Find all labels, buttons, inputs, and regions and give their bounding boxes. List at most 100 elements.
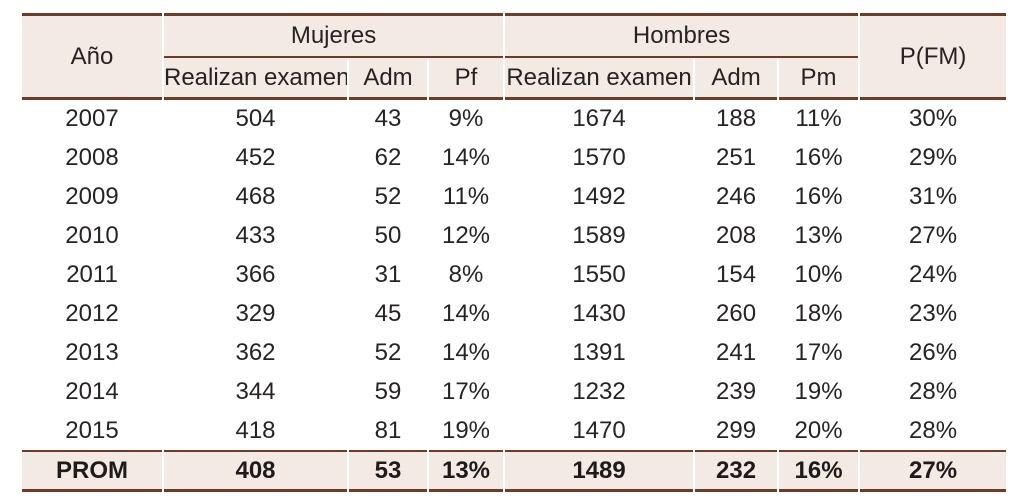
data-cell: 10%	[779, 255, 859, 295]
data-cell: 251	[695, 138, 778, 178]
pfm-column-header: P(FM)	[860, 13, 1007, 100]
data-cell: 62	[349, 138, 427, 178]
data-cell: 45	[349, 294, 427, 334]
subheader-mujeres-realizan: Realizan examen	[164, 58, 347, 100]
data-cell: 8%	[429, 255, 504, 295]
data-cell: 504	[164, 100, 347, 139]
data-cell: 81	[349, 411, 427, 451]
subheader-hombres-realizan: Realizan examen	[505, 58, 694, 100]
data-cell: 52	[349, 333, 427, 373]
subheader-mujeres-pf: Pf	[429, 58, 504, 100]
data-cell: 19%	[429, 411, 504, 451]
table-row: 2011 366 31 8% 1550 154 10% 24%	[22, 255, 1007, 295]
data-cell: 11%	[429, 177, 504, 217]
summary-cell: 408	[164, 450, 347, 493]
table-row: 2012 329 45 14% 1430 260 18% 23%	[22, 294, 1007, 334]
data-cell: 14%	[429, 138, 504, 178]
data-cell: 246	[695, 177, 778, 217]
data-cell: 11%	[779, 100, 859, 139]
table-row: 2013 362 52 14% 1391 241 17% 26%	[22, 333, 1007, 373]
data-cell: 299	[695, 411, 778, 451]
data-cell: 1589	[505, 216, 694, 256]
data-cell: 59	[349, 372, 427, 412]
year-cell: 2008	[22, 138, 162, 178]
summary-label: PROM	[22, 450, 162, 493]
data-cell: 1674	[505, 100, 694, 139]
data-cell: 31%	[860, 177, 1007, 217]
summary-row: PROM 408 53 13% 1489 232 16% 27%	[22, 450, 1007, 493]
data-cell: 468	[164, 177, 347, 217]
data-cell: 9%	[429, 100, 504, 139]
header-group-row: Año Mujeres Hombres P(FM)	[22, 13, 1007, 100]
data-cell: 1470	[505, 411, 694, 451]
year-cell: 2015	[22, 411, 162, 451]
year-cell: 2011	[22, 255, 162, 295]
data-cell: 17%	[779, 333, 859, 373]
group-header-hombres: Hombres	[505, 13, 859, 58]
year-cell: 2010	[22, 216, 162, 256]
year-cell: 2013	[22, 333, 162, 373]
data-cell: 208	[695, 216, 778, 256]
summary-cell: 232	[695, 450, 778, 493]
data-cell: 362	[164, 333, 347, 373]
data-cell: 13%	[779, 216, 859, 256]
table-row: 2010 433 50 12% 1589 208 13% 27%	[22, 216, 1007, 256]
data-cell: 329	[164, 294, 347, 334]
data-cell: 239	[695, 372, 778, 412]
summary-cell: 1489	[505, 450, 694, 493]
summary-cell: 53	[349, 450, 427, 493]
data-cell: 16%	[779, 177, 859, 217]
data-cell: 28%	[860, 411, 1007, 451]
data-cell: 16%	[779, 138, 859, 178]
subheader-hombres-pm: Pm	[779, 58, 859, 100]
data-cell: 29%	[860, 138, 1007, 178]
table-row: 2008 452 62 14% 1570 251 16% 29%	[22, 138, 1007, 178]
data-cell: 28%	[860, 372, 1007, 412]
data-cell: 43	[349, 100, 427, 139]
data-cell: 17%	[429, 372, 504, 412]
year-cell: 2012	[22, 294, 162, 334]
data-cell: 1232	[505, 372, 694, 412]
data-cell: 18%	[779, 294, 859, 334]
summary-cell: 13%	[429, 450, 504, 493]
data-cell: 14%	[429, 294, 504, 334]
data-cell: 12%	[429, 216, 504, 256]
data-cell: 26%	[860, 333, 1007, 373]
data-cell: 154	[695, 255, 778, 295]
data-cell: 344	[164, 372, 347, 412]
data-cell: 23%	[860, 294, 1007, 334]
data-cell: 52	[349, 177, 427, 217]
data-cell: 50	[349, 216, 427, 256]
data-cell: 260	[695, 294, 778, 334]
data-cell: 31	[349, 255, 427, 295]
year-cell: 2007	[22, 100, 162, 139]
data-cell: 1430	[505, 294, 694, 334]
table-row: 2007 504 43 9% 1674 188 11% 30%	[22, 100, 1007, 139]
data-cell: 1391	[505, 333, 694, 373]
subheader-hombres-adm: Adm	[695, 58, 778, 100]
data-cell: 1570	[505, 138, 694, 178]
data-cell: 188	[695, 100, 778, 139]
summary-cell: 27%	[860, 450, 1007, 493]
admissions-stats-table: Año Mujeres Hombres P(FM) Realizan exame…	[20, 13, 1008, 493]
group-header-mujeres: Mujeres	[164, 13, 504, 58]
subheader-mujeres-adm: Adm	[349, 58, 427, 100]
data-cell: 20%	[779, 411, 859, 451]
table-row: 2015 418 81 19% 1470 299 20% 28%	[22, 411, 1007, 451]
data-cell: 1550	[505, 255, 694, 295]
table-row: 2009 468 52 11% 1492 246 16% 31%	[22, 177, 1007, 217]
data-cell: 433	[164, 216, 347, 256]
data-cell: 452	[164, 138, 347, 178]
data-cell: 24%	[860, 255, 1007, 295]
year-cell: 2014	[22, 372, 162, 412]
data-cell: 366	[164, 255, 347, 295]
header-sub-row: Realizan examen Adm Pf Realizan examen A…	[22, 58, 1006, 100]
year-cell: 2009	[22, 177, 162, 217]
data-cell: 418	[164, 411, 347, 451]
data-cell: 19%	[779, 372, 859, 412]
data-cell: 14%	[429, 333, 504, 373]
data-cell: 30%	[860, 100, 1007, 139]
summary-cell: 16%	[779, 450, 859, 493]
data-cell: 27%	[860, 216, 1007, 256]
table-row: 2014 344 59 17% 1232 239 19% 28%	[22, 372, 1007, 412]
